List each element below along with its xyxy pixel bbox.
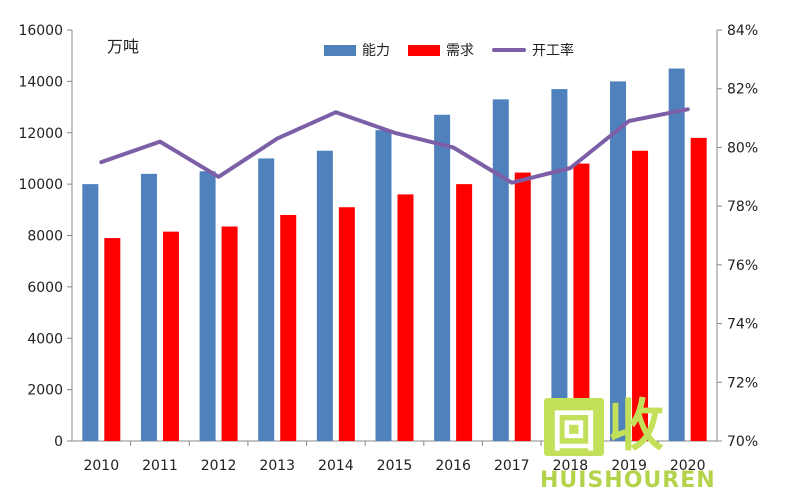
watermark-latin-text: HUISHOUREN xyxy=(540,468,716,493)
x-tick-label: 2019 xyxy=(611,458,647,474)
legend-item-rate: 开工率 xyxy=(492,40,574,60)
bar-demand xyxy=(690,137,707,441)
legend-item-capacity: 能力 xyxy=(324,40,390,60)
bar-capacity xyxy=(551,89,568,442)
left-tick-label: 4000 xyxy=(27,331,63,347)
watermark-logo: 回 收 HUISHOUREN xyxy=(536,398,786,498)
right-tick-label: 82% xyxy=(727,82,758,98)
x-tick-label: 2017 xyxy=(494,458,530,474)
watermark-main: 回 收 xyxy=(544,394,664,459)
x-tick-label: 2010 xyxy=(83,458,119,474)
line-point-rate xyxy=(100,161,102,163)
right-tick-label: 84% xyxy=(727,23,758,39)
left-tick-label: 16000 xyxy=(18,23,63,39)
right-tick-label: 76% xyxy=(727,258,758,274)
bar-capacity xyxy=(199,171,216,441)
right-tick-label: 78% xyxy=(727,199,758,215)
line-point-rate xyxy=(569,167,571,169)
x-tick-label: 2015 xyxy=(377,458,413,474)
left-tick-label: 12000 xyxy=(18,126,63,142)
line-point-rate xyxy=(335,111,337,113)
legend-label-demand: 需求 xyxy=(446,43,474,59)
legend-label-rate: 开工率 xyxy=(532,43,574,59)
line-point-rate xyxy=(511,182,513,184)
legend-swatch-capacity xyxy=(324,44,356,56)
line-point-rate xyxy=(628,120,630,122)
legend-label-capacity: 能力 xyxy=(362,43,390,59)
right-tick-label: 72% xyxy=(727,375,758,391)
bar-demand xyxy=(162,231,179,441)
rate-line xyxy=(99,107,690,185)
bar-demand xyxy=(338,207,355,441)
left-tick-label: 2000 xyxy=(27,383,63,399)
left-tick-label: 6000 xyxy=(27,280,63,296)
x-tick-label: 2020 xyxy=(670,458,706,474)
watermark-big-glyph: 收 xyxy=(608,394,664,459)
legend-swatch-rate xyxy=(492,48,526,52)
unit-label: 万吨 xyxy=(107,37,140,56)
bar-demand xyxy=(280,214,297,441)
x-tick-label: 2012 xyxy=(201,458,237,474)
legend: 能力 需求 开工率 xyxy=(324,40,574,60)
line-point-rate xyxy=(452,146,454,148)
bar-demand xyxy=(514,172,531,442)
watermark-box-glyph: 回 xyxy=(544,398,604,457)
right-tick-label: 80% xyxy=(727,140,758,156)
line-point-rate xyxy=(687,108,689,110)
line-point-rate xyxy=(394,132,395,134)
bar-capacity xyxy=(258,158,275,441)
bar-demand xyxy=(632,150,649,441)
line-point-rate xyxy=(276,138,278,140)
right-tick-label: 70% xyxy=(727,434,758,450)
x-tick-label: 2011 xyxy=(142,458,178,474)
legend-swatch-demand xyxy=(408,44,440,56)
x-tick-label: 2016 xyxy=(435,458,471,474)
bar-demand xyxy=(573,163,590,441)
bar-capacity xyxy=(316,150,333,441)
bar-capacity xyxy=(82,184,99,441)
left-tick-label: 10000 xyxy=(18,177,63,193)
bar-capacity xyxy=(434,114,451,442)
bar-capacity xyxy=(140,173,157,441)
left-tick-label: 0 xyxy=(54,434,63,450)
bar-demand xyxy=(221,226,238,441)
bar-demand xyxy=(397,194,414,441)
x-tick-label: 2013 xyxy=(259,458,295,474)
left-tick-label: 8000 xyxy=(27,229,63,245)
bar-capacity xyxy=(375,130,392,441)
line-point-rate xyxy=(159,141,161,143)
tick-labels: 0 2000 4000 6000 8000 10000 12000 14000 16000 70%… xyxy=(18,23,758,474)
line-series-rate xyxy=(99,107,690,185)
left-tick-label: 14000 xyxy=(18,74,63,90)
line-point-rate xyxy=(218,176,220,178)
bar-demand xyxy=(456,184,473,441)
right-tick-label: 74% xyxy=(727,317,758,333)
bar-demand xyxy=(104,238,121,441)
axes xyxy=(67,29,722,446)
x-tick-label: 2014 xyxy=(318,458,354,474)
legend-item-demand: 需求 xyxy=(408,40,474,60)
bar-capacity xyxy=(492,99,509,441)
bars xyxy=(82,68,707,442)
bar-capacity xyxy=(668,68,685,441)
bar-capacity xyxy=(610,81,627,441)
x-tick-label: 2018 xyxy=(553,458,589,474)
